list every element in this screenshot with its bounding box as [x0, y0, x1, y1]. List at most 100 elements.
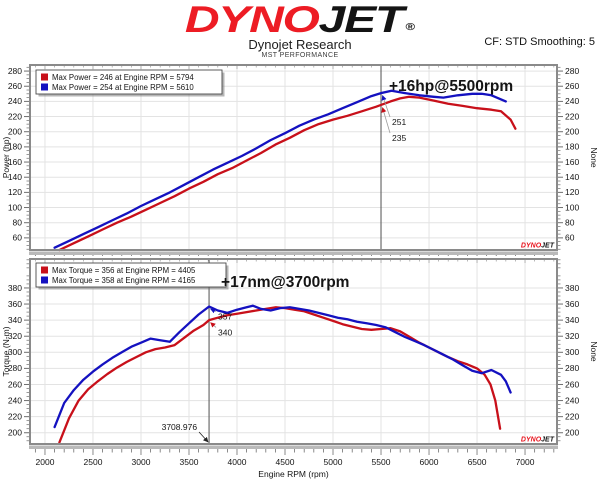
y-tick-label-right: 140	[565, 172, 579, 182]
y-tick-label-left: 160	[8, 157, 22, 167]
y-tick-label-left: 180	[8, 142, 22, 152]
y-tick-label-left: 280	[8, 363, 22, 373]
y-tick-label-left: 240	[8, 395, 22, 405]
y-tick-label-right: 240	[565, 96, 579, 106]
y-axis-title-left: Power (hp)	[1, 137, 11, 179]
y-tick-label-left: 280	[8, 66, 22, 76]
y-tick-label-right: 180	[565, 142, 579, 152]
x-axis-title: Engine RPM (rpm)	[258, 469, 329, 479]
y-tick-label-right: 160	[565, 157, 579, 167]
power-chart: 60 60 80 80 100 100 120 120 140 140 160 160 180 180 20…	[1, 64, 599, 256]
gain-annotation: +17nm@3700rpm	[221, 274, 349, 291]
legend-label: Max Torque = 358 at Engine RPM = 4165	[52, 276, 196, 285]
y-tick-label-left: 100	[8, 202, 22, 212]
y-tick-label-right: 220	[565, 411, 579, 421]
y-tick-label-left: 300	[8, 347, 22, 357]
y-axis-title-right: None	[589, 341, 599, 362]
y-tick-label-left: 60	[13, 233, 23, 243]
x-tick-label: 6000	[420, 457, 439, 467]
y-tick-label-right: 240	[565, 395, 579, 405]
dynojet-watermark: DYNOJET	[521, 437, 555, 444]
gain-annotation: +16hp@5500rpm	[389, 78, 513, 95]
y-tick-label-left: 200	[8, 428, 22, 438]
logo-text-dyno: DYNO	[184, 0, 320, 40]
torque-chart: 200 200 220 220 240 240 260 260 280 280 300 300 320 3…	[1, 258, 599, 479]
y-tick-label-right: 220	[565, 111, 579, 121]
y-tick-label-right: 280	[565, 363, 579, 373]
dynojet-watermark: DYNOJET	[521, 243, 555, 250]
x-axis-ticks: 2000 2500 3000 3500 4000 4500 5000 5500 6000 6500…	[34, 449, 555, 479]
y-tick-label-right: 300	[565, 347, 579, 357]
series-before-line	[58, 95, 517, 252]
y-tick-label-left: 340	[8, 315, 22, 325]
cursor-arrow-before	[381, 107, 391, 134]
x-tick-label: 7000	[516, 457, 535, 467]
chart-frame	[29, 258, 558, 445]
logo-text-jet: JET	[318, 0, 405, 40]
cursor-arrow-before	[210, 322, 217, 328]
correction-factor-label: CF: STD Smoothing: 5	[484, 36, 595, 48]
legend-label: Max Torque = 356 at Engine RPM = 4405	[52, 266, 196, 275]
y-tick-label-right: 260	[565, 81, 579, 91]
legend-swatch-red	[41, 73, 48, 81]
y-tick-label-left: 380	[8, 283, 22, 293]
cursor-rpm-arrow	[198, 431, 209, 443]
y-tick-label-left: 320	[8, 331, 22, 341]
y-tick-label-right: 80	[565, 218, 575, 228]
y-tick-label-right: 280	[565, 66, 579, 76]
y-tick-label-left: 220	[8, 411, 22, 421]
x-tick-label: 2500	[84, 457, 103, 467]
x-tick-label: 3000	[132, 457, 151, 467]
legend-label: Max Power = 246 at Engine RPM = 5794	[52, 73, 194, 82]
y-axis-title-left: Torque (N-m)	[1, 326, 11, 376]
y-tick-label-right: 380	[565, 283, 579, 293]
y-tick-label-left: 360	[8, 299, 22, 309]
y-tick-label-left: 220	[8, 111, 22, 121]
x-tick-label: 5500	[372, 457, 391, 467]
shop-name: MST PERFORMANCE	[261, 52, 339, 59]
y-tick-label-left: 80	[13, 218, 23, 228]
x-tick-label: 4000	[228, 457, 247, 467]
y-tick-label-right: 340	[565, 315, 579, 325]
y-tick-label-right: 320	[565, 331, 579, 341]
cursor-arrow-after	[210, 308, 217, 314]
cursor-rpm-label: 3708.976	[162, 422, 198, 432]
legend-swatch-blue	[41, 276, 48, 284]
y-tick-label-left: 200	[8, 127, 22, 137]
x-tick-label: 3500	[180, 457, 199, 467]
x-tick-label: 5000	[324, 457, 343, 467]
legend-swatch-blue	[41, 83, 48, 91]
dynojet-logo: DYNOJET ®	[0, 0, 600, 48]
y-tick-label-right: 100	[565, 202, 579, 212]
y-tick-label-right: 360	[565, 299, 579, 309]
x-axis-ticks	[34, 255, 555, 256]
y-tick-label-left: 140	[8, 172, 22, 182]
legend: Max Torque = 356 at Engine RPM = 4405Max…	[35, 262, 229, 290]
cursor-value-after: 251	[392, 117, 406, 127]
series-after-line	[53, 304, 512, 429]
series-after-line	[53, 89, 507, 249]
y-tick-label-right: 60	[565, 233, 575, 243]
registered-trademark-icon: ®	[405, 22, 416, 33]
y-tick-label-right: 120	[565, 187, 579, 197]
y-tick-label-right: 200	[565, 127, 579, 137]
cursor-value-after: 357	[218, 311, 232, 321]
frame-bottom-band	[29, 445, 558, 449]
y-tick-label-left: 240	[8, 96, 22, 106]
y-axis-title-right: None	[589, 147, 599, 168]
y-axis-ticks: 200 200 220 220 240 240 260 260 280 280 300 300 320 3…	[8, 259, 579, 442]
cursor-arrow-after	[381, 95, 391, 118]
y-axis-ticks: 60 60 80 80 100 100 120 120 140 140 160 160 180 180 20…	[8, 66, 579, 250]
legend-swatch-red	[41, 266, 48, 274]
y-tick-label-left: 120	[8, 187, 22, 197]
legend-label: Max Power = 254 at Engine RPM = 5610	[52, 83, 194, 92]
company-name: Dynojet Research	[248, 37, 352, 52]
frame-bottom-band	[29, 251, 558, 255]
x-tick-label: 6500	[468, 457, 487, 467]
legend: Max Power = 246 at Engine RPM = 5794Max …	[35, 69, 225, 97]
x-tick-label: 4500	[276, 457, 295, 467]
cursor-value-before: 340	[218, 327, 232, 337]
series-before-line	[58, 306, 502, 444]
y-tick-label-right: 200	[565, 428, 579, 438]
